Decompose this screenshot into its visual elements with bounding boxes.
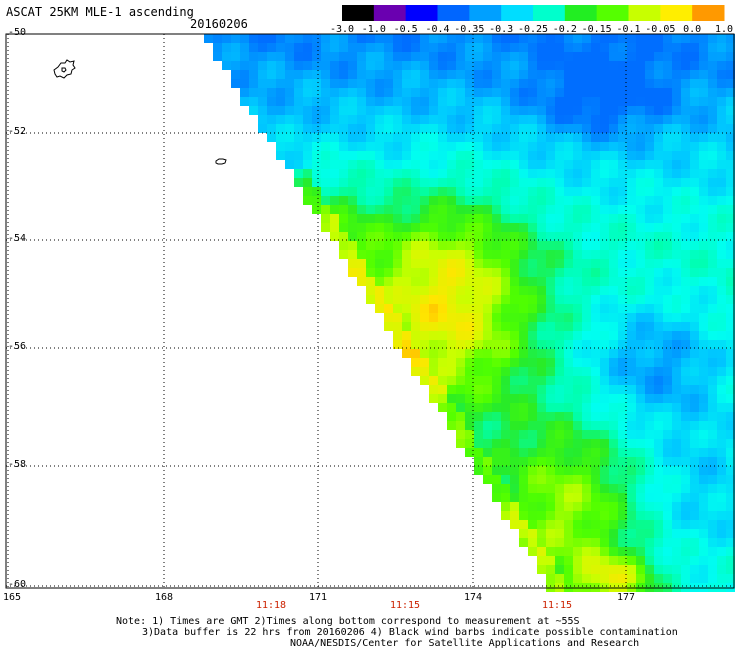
colorbar-tick-label: -0.1 (616, 24, 641, 35)
longitude-label: 177 (616, 592, 636, 603)
colorbar-segment (692, 5, 725, 21)
colorbar-segment (596, 5, 629, 21)
colorbar-segment (437, 5, 470, 21)
longitude-label: 174 (463, 592, 483, 603)
colorbar-tick-label: 1.0 (714, 24, 734, 35)
colorbar-segment (628, 5, 661, 21)
latitude-label: -50 (8, 27, 27, 38)
colorbar-segment (533, 5, 566, 21)
colorbar-tick-label: -0.2 (552, 24, 577, 35)
latitude-label: -58 (8, 459, 27, 470)
note-line-2: 3)Data buffer is 22 hrs from 20160206 4)… (142, 627, 678, 638)
colorbar-segment (469, 5, 502, 21)
mle-swath-data (204, 34, 735, 592)
latitude-label: -52 (8, 126, 27, 137)
colorbar-tick-label: -0.25 (517, 24, 549, 35)
colorbar-tick-label: -0.3 (489, 24, 514, 35)
colorbar-segment (405, 5, 438, 21)
longitude-label: 165 (2, 592, 22, 603)
pass-time-label: 11:18 (255, 600, 287, 611)
pass-time-label: 11:15 (389, 600, 421, 611)
colorbar-tick-label: 0.0 (683, 24, 702, 35)
colorbar-segment (501, 5, 534, 21)
colorbar-segment (342, 5, 375, 21)
latitude-label: -60 (8, 579, 27, 590)
colorbar-tick-label: -0.35 (454, 24, 485, 35)
longitude-label: 171 (308, 592, 328, 603)
colorbar-tick-label: -0.15 (581, 24, 612, 35)
colorbar-tick-label: -0.05 (645, 24, 676, 35)
colorbar-segment (373, 5, 407, 21)
pass-time-label: 11:15 (541, 600, 573, 611)
colorbar-tick-label: -0.4 (425, 24, 450, 35)
note-line-1: Note: 1) Times are GMT 2)Times along bot… (116, 616, 580, 627)
colorbar-tick-label: -0.5 (393, 24, 418, 35)
land-outline (53, 59, 227, 165)
island-2 (215, 158, 227, 165)
island-1 (53, 59, 76, 79)
colorbar-segment (660, 5, 693, 21)
note-line-3: NOAA/NESDIS/Center for Satellite Applica… (290, 638, 640, 649)
longitude-label: 168 (154, 592, 174, 603)
colorbar-segment (564, 5, 598, 21)
map-frame (5, 33, 735, 589)
colorbar (342, 5, 725, 21)
map-title: ASCAT 25KM MLE-1 ascending (6, 5, 194, 19)
colorbar-tick-label: -3.0 (329, 24, 355, 35)
latitude-label: -54 (8, 233, 27, 244)
colorbar-tick-label: -1.0 (361, 24, 386, 35)
map-date: 20160206 (190, 17, 248, 31)
latitude-label: -56 (8, 341, 27, 352)
